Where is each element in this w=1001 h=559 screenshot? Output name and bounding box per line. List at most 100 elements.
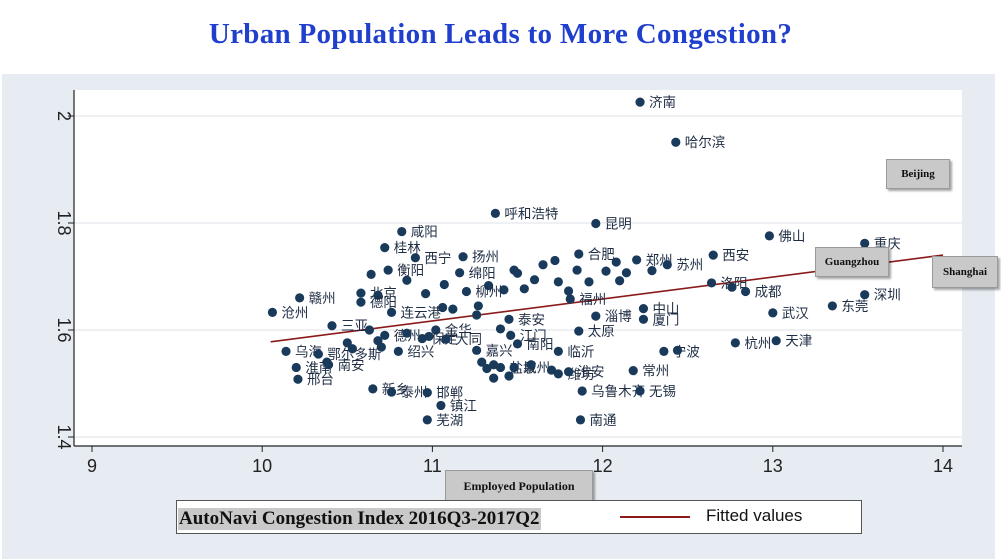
point-label-46: 福州 xyxy=(579,292,606,308)
point-label-81: 临沂 xyxy=(567,344,594,360)
point-11 xyxy=(708,250,718,260)
x-tick-label-2: 11 xyxy=(423,456,442,476)
point-8 xyxy=(410,253,420,263)
point-51 xyxy=(267,307,278,317)
point-label-37: 成都 xyxy=(755,284,782,300)
point-label-77: 鄂尔多斯 xyxy=(327,346,381,363)
point-47 xyxy=(827,301,837,311)
point-4 xyxy=(397,226,407,237)
point-39 xyxy=(461,286,472,297)
point-18 xyxy=(455,268,465,278)
point-label-61: 金华 xyxy=(445,323,472,339)
point-label-45: 德阳 xyxy=(370,295,397,311)
point-12 xyxy=(632,255,642,265)
point-93 xyxy=(546,365,557,375)
point-65 xyxy=(402,328,412,338)
point-label-70: 大同 xyxy=(455,332,482,348)
point-96 xyxy=(628,366,638,376)
point-label-39: 柳州 xyxy=(475,284,502,300)
point-label-97: 邢台 xyxy=(307,372,334,388)
point-70 xyxy=(441,334,451,344)
point-label-96: 常州 xyxy=(642,364,669,380)
point-37 xyxy=(740,286,751,297)
point-82 xyxy=(659,346,669,356)
point-77 xyxy=(313,349,323,359)
y-tick-label-1: 1.6 xyxy=(54,317,74,342)
legend-caption: AutoNavi Congestion Index 2016Q3-2017Q2 xyxy=(178,508,541,530)
point-26 xyxy=(402,275,412,285)
point-29 xyxy=(529,275,540,285)
point-97 xyxy=(293,374,303,384)
point-68 xyxy=(417,333,427,344)
point-95 xyxy=(563,367,574,377)
point-label-57: 淄博 xyxy=(605,308,633,325)
point-label-1: 哈尔滨 xyxy=(685,135,726,151)
point-38 xyxy=(727,282,737,292)
point-105 xyxy=(436,400,446,411)
point-91 xyxy=(509,362,519,373)
point-79 xyxy=(393,346,403,356)
point-2 xyxy=(490,208,500,218)
point-label-75: 天津 xyxy=(785,334,812,350)
point-73 xyxy=(376,342,386,352)
point-label-11: 西安 xyxy=(722,248,749,264)
point-58 xyxy=(638,314,649,324)
point-16 xyxy=(538,260,548,270)
point-81 xyxy=(553,346,563,356)
point-21 xyxy=(572,265,582,275)
callout-beijing: Beijing xyxy=(886,159,950,189)
point-53 xyxy=(638,304,649,314)
point-57 xyxy=(591,311,601,321)
point-label-58: 厦门 xyxy=(652,312,679,328)
point-94 xyxy=(553,369,563,379)
point-106 xyxy=(422,415,432,425)
point-50 xyxy=(473,301,483,311)
point-71 xyxy=(512,339,523,349)
point-label-52: 连云港 xyxy=(401,305,442,321)
point-label-102: 邯郸 xyxy=(436,386,463,402)
point-80 xyxy=(472,345,482,355)
point-13 xyxy=(662,260,672,270)
point-23 xyxy=(647,266,657,276)
point-25 xyxy=(366,269,376,279)
point-98 xyxy=(489,373,499,383)
point-89 xyxy=(495,362,506,373)
point-35 xyxy=(519,284,529,294)
x-tick-label-0: 9 xyxy=(87,456,97,476)
point-100 xyxy=(368,384,378,394)
point-101 xyxy=(386,387,397,397)
point-5 xyxy=(764,231,774,241)
point-label-43: 深圳 xyxy=(874,288,901,304)
slide-title: Urban Population Leads to More Congestio… xyxy=(208,18,793,50)
point-label-106: 芜湖 xyxy=(436,413,463,429)
point-44 xyxy=(295,293,305,303)
point-24 xyxy=(601,266,611,276)
point-61 xyxy=(431,325,441,335)
point-label-71: 南阳 xyxy=(527,337,554,353)
x-axis-title: Employed Population xyxy=(445,470,593,502)
point-label-9: 扬州 xyxy=(472,250,499,266)
point-label-95: 淮安 xyxy=(578,365,605,381)
point-9 xyxy=(458,252,468,262)
point-label-59: 三亚 xyxy=(341,319,368,335)
point-67 xyxy=(506,330,516,340)
point-33 xyxy=(706,278,717,288)
point-63 xyxy=(574,326,584,336)
point-46 xyxy=(565,294,575,304)
point-label-8: 西宁 xyxy=(424,250,451,267)
point-label-56: 泰安 xyxy=(518,312,545,328)
point-label-53: 中山 xyxy=(652,302,679,318)
point-27 xyxy=(439,279,449,290)
point-label-7: 桂林 xyxy=(394,241,421,257)
point-43 xyxy=(860,290,870,300)
point-36 xyxy=(563,286,574,296)
point-45 xyxy=(356,297,366,307)
x-tick-label-1: 10 xyxy=(252,456,272,476)
point-62 xyxy=(495,324,506,334)
point-64 xyxy=(380,330,390,340)
point-15 xyxy=(611,257,621,267)
x-tick-label-4: 13 xyxy=(763,456,783,476)
point-90 xyxy=(482,363,492,374)
point-14 xyxy=(550,255,560,266)
point-10 xyxy=(574,249,584,259)
